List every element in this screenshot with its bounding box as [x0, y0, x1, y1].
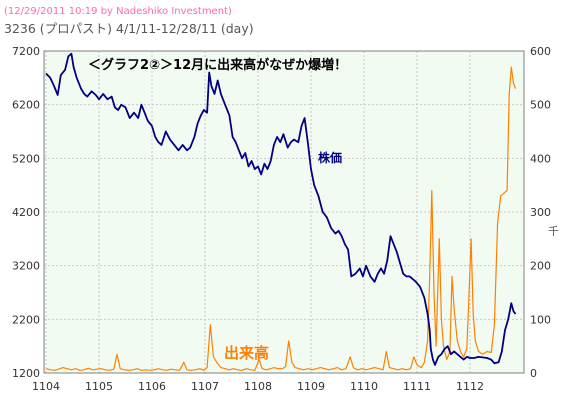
right-axis-unit: 千 [548, 225, 559, 238]
y-left-tick-label: 3200 [12, 260, 40, 273]
x-tick-label: 1106 [138, 380, 166, 393]
plot-frame [43, 50, 525, 374]
price-line [45, 52, 517, 366]
axes [43, 50, 525, 374]
chart-credit: (12/29/2011 10:19 by Nadeshiko Investmen… [4, 6, 232, 17]
chart-title: 3236 (プロパスト) 4/1/11-12/28/11 (day) [4, 21, 254, 36]
tick-labels: 1200 2200 3200 4200 5200 6200 7200 0 100 200 300 40… [12, 45, 551, 393]
gridlines [44, 50, 524, 374]
y-left-tick-label: 1200 [12, 367, 40, 380]
volume-line [45, 66, 517, 371]
y-left-tick-label: 5200 [12, 152, 40, 165]
x-tick-label: 1112 [456, 380, 484, 393]
chart-annotation: ＜グラフ2②＞12月に出来高がなぜか爆増！ [88, 57, 347, 73]
y-left-tick-label: 4200 [12, 206, 40, 219]
x-tick-label: 1110 [350, 380, 378, 393]
y-left-tick-label: 2200 [12, 313, 40, 326]
y-right-tick-label: 300 [530, 206, 551, 219]
y-right-tick-label: 0 [530, 367, 537, 380]
x-tick-label: 1108 [244, 380, 272, 393]
y-right-tick-label: 200 [530, 260, 551, 273]
x-tick-label: 1109 [297, 380, 325, 393]
series-lines [45, 52, 517, 371]
x-tick-label: 1111 [403, 380, 431, 393]
x-tick-label: 1104 [32, 380, 60, 393]
y-right-tick-label: 100 [530, 313, 551, 326]
price-series-label: 株価 [318, 150, 342, 165]
y-left-tick-label: 7200 [12, 45, 40, 58]
y-left-tick-label: 6200 [12, 99, 40, 112]
y-right-tick-label: 500 [530, 99, 551, 112]
x-tick-label: 1105 [85, 380, 113, 393]
volume-series-label: 出来高 [224, 344, 269, 362]
y-right-tick-label: 400 [530, 152, 551, 165]
x-tick-label: 1107 [191, 380, 219, 393]
y-right-tick-label: 600 [530, 45, 551, 58]
